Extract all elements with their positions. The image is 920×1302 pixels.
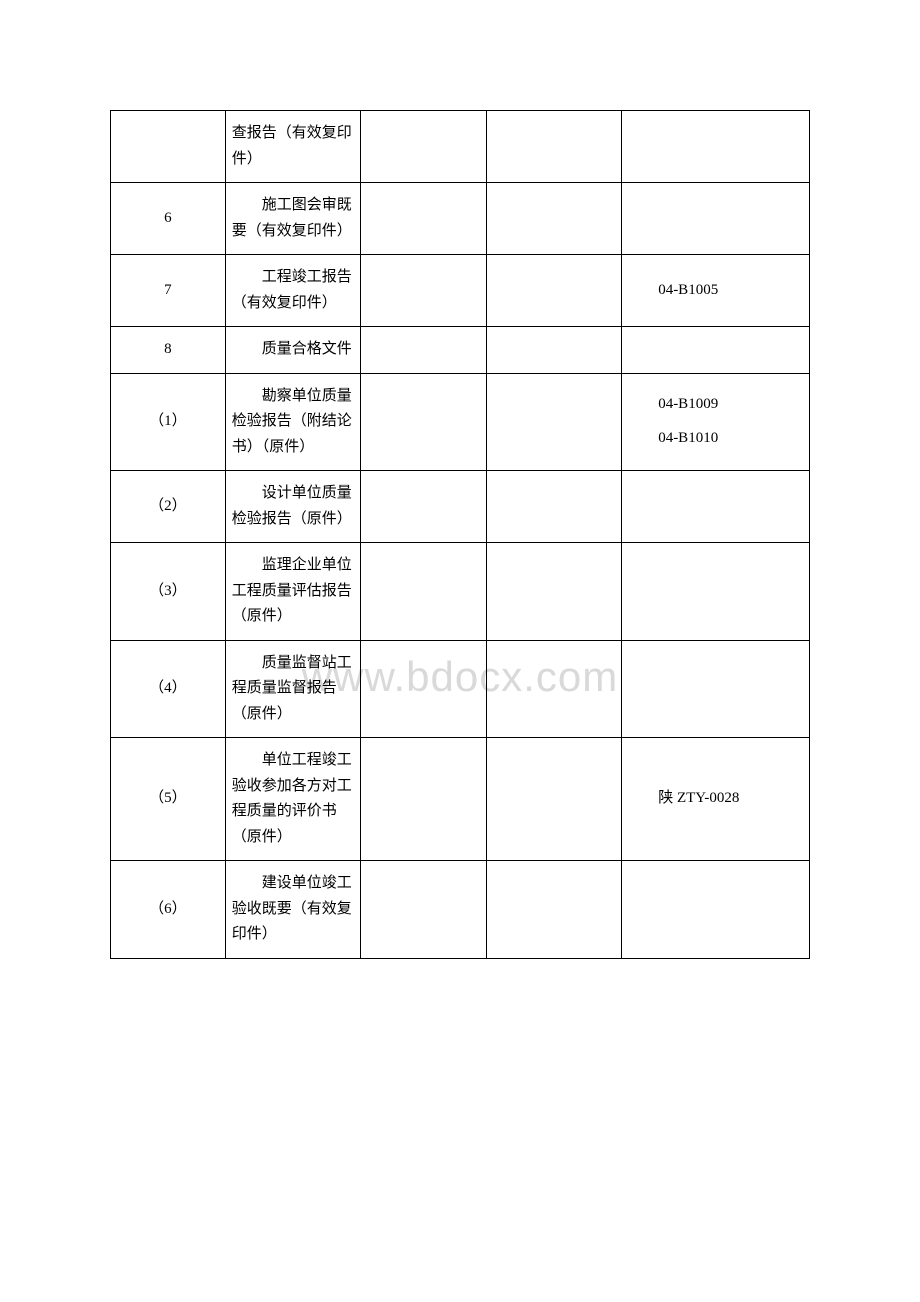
cell-seq: （6） xyxy=(111,861,226,959)
cell-ref xyxy=(622,183,810,255)
cell-c4 xyxy=(486,373,622,471)
cell-desc: 勘察单位质量检验报告（附结论书）（原件） xyxy=(225,373,361,471)
cell-c3 xyxy=(361,111,486,183)
cell-desc: 工程竣工报告（有效复印件） xyxy=(225,255,361,327)
table-row: 6 施工图会审既要（有效复印件） xyxy=(111,183,810,255)
table-row: （6） 建设单位竣工验收既要（有效复印件） xyxy=(111,861,810,959)
cell-c4 xyxy=(486,640,622,738)
cell-c4 xyxy=(486,543,622,641)
cell-c3 xyxy=(361,471,486,543)
cell-c4 xyxy=(486,255,622,327)
cell-desc: 施工图会审既要（有效复印件） xyxy=(225,183,361,255)
cell-desc: 质量合格文件 xyxy=(225,327,361,374)
cell-seq: （1） xyxy=(111,373,226,471)
table-row: （2） 设计单位质量检验报告（原件） xyxy=(111,471,810,543)
cell-ref xyxy=(622,111,810,183)
cell-c4 xyxy=(486,111,622,183)
cell-desc: 质量监督站工程质量监督报告（原件） xyxy=(225,640,361,738)
cell-c4 xyxy=(486,327,622,374)
cell-c4 xyxy=(486,183,622,255)
cell-c3 xyxy=(361,183,486,255)
table-row: 7 工程竣工报告（有效复印件） 04-B1005 xyxy=(111,255,810,327)
cell-c3 xyxy=(361,327,486,374)
cell-seq: （3） xyxy=(111,543,226,641)
cell-ref: 04-B1009 04-B1010 xyxy=(622,373,810,471)
cell-c3 xyxy=(361,543,486,641)
table-row: （5） 单位工程竣工验收参加各方对工程质量的评价书（原件） 陕 ZTY-0028 xyxy=(111,738,810,861)
table-row: （4） 质量监督站工程质量监督报告（原件） xyxy=(111,640,810,738)
cell-desc: 建设单位竣工验收既要（有效复印件） xyxy=(225,861,361,959)
cell-ref xyxy=(622,861,810,959)
document-table: 查报告（有效复印件） 6 施工图会审既要（有效复印件） 7 工程竣工报告（有效复… xyxy=(110,110,810,959)
cell-ref xyxy=(622,327,810,374)
cell-ref xyxy=(622,543,810,641)
cell-seq: （4） xyxy=(111,640,226,738)
cell-desc: 设计单位质量检验报告（原件） xyxy=(225,471,361,543)
table-row: （1） 勘察单位质量检验报告（附结论书）（原件） 04-B1009 04-B10… xyxy=(111,373,810,471)
cell-c4 xyxy=(486,471,622,543)
table-row: （3） 监理企业单位工程质量评估报告（原件） xyxy=(111,543,810,641)
cell-seq: 7 xyxy=(111,255,226,327)
cell-c3 xyxy=(361,738,486,861)
cell-c3 xyxy=(361,255,486,327)
cell-seq: （5） xyxy=(111,738,226,861)
cell-ref xyxy=(622,471,810,543)
cell-desc: 单位工程竣工验收参加各方对工程质量的评价书（原件） xyxy=(225,738,361,861)
cell-seq: 6 xyxy=(111,183,226,255)
cell-seq: （2） xyxy=(111,471,226,543)
cell-ref xyxy=(622,640,810,738)
cell-seq xyxy=(111,111,226,183)
cell-ref: 陕 ZTY-0028 xyxy=(622,738,810,861)
cell-c4 xyxy=(486,861,622,959)
cell-seq: 8 xyxy=(111,327,226,374)
cell-c3 xyxy=(361,373,486,471)
cell-c3 xyxy=(361,861,486,959)
cell-c4 xyxy=(486,738,622,861)
cell-c3 xyxy=(361,640,486,738)
table-row: 查报告（有效复印件） xyxy=(111,111,810,183)
cell-desc: 查报告（有效复印件） xyxy=(225,111,361,183)
table-row: 8 质量合格文件 xyxy=(111,327,810,374)
cell-desc: 监理企业单位工程质量评估报告（原件） xyxy=(225,543,361,641)
cell-ref: 04-B1005 xyxy=(622,255,810,327)
